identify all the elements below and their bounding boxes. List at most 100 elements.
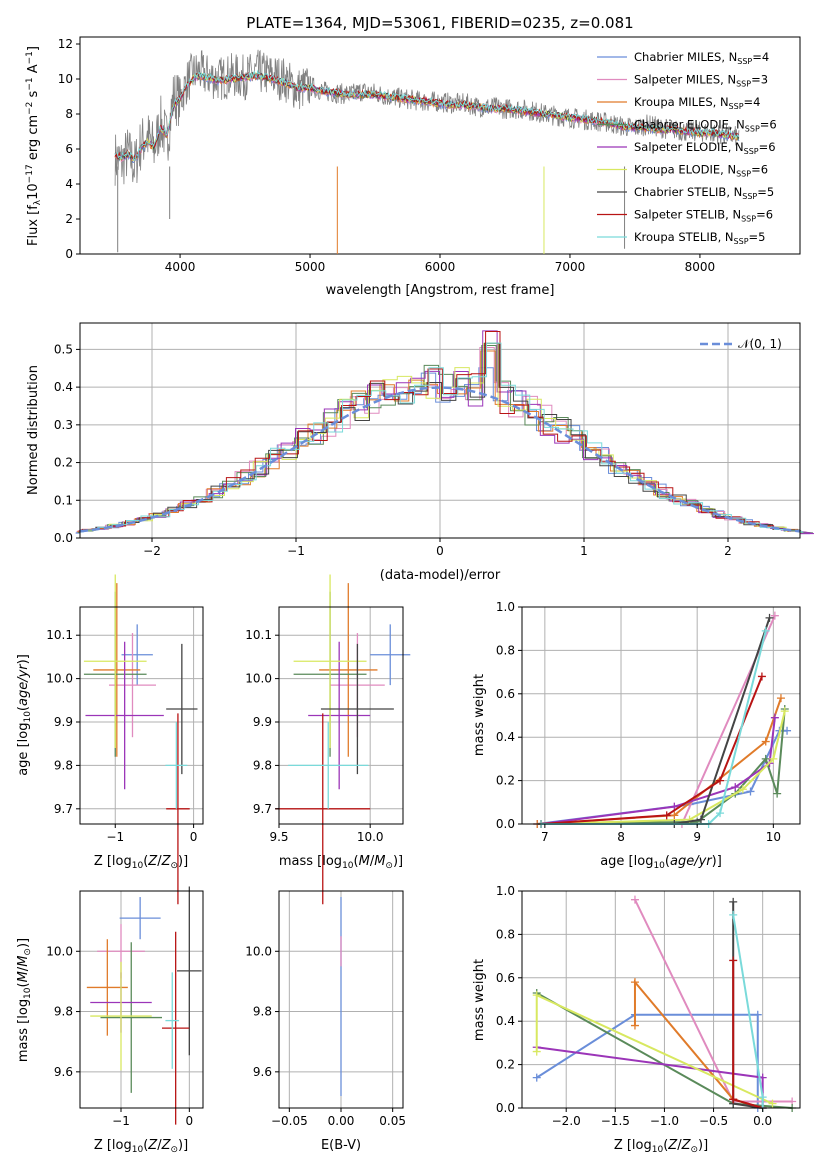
y-tick-label: 8 [65, 107, 73, 121]
x-tick-label: 8 [617, 830, 625, 844]
histogram-xlabel: (data-model)/error [380, 568, 501, 583]
weight-line [633, 979, 763, 1109]
plus-marker [532, 991, 541, 1000]
age-z-ylabel: age [log10(age/yr)] [16, 654, 33, 776]
weight-z-axes-frame [521, 890, 801, 1109]
x-tick-label: 0.05 [379, 1114, 406, 1128]
weight-line [537, 615, 776, 825]
plus-marker [761, 626, 770, 635]
y-tick-label: 10.0 [245, 672, 272, 686]
histogram-step [80, 342, 804, 533]
legend-label: Salpeter ELODIE, NSSP=6 [634, 140, 776, 156]
x-tick-label: −1.5 [601, 1114, 630, 1128]
plus-marker [630, 978, 639, 987]
plus-marker [670, 811, 679, 820]
legend-label: Kroupa MILES, NSSP=4 [634, 95, 760, 111]
y-tick-label: 9.9 [54, 715, 73, 729]
mass-vs-metallicity-panel: −1 0 9.6 9.8 10.0 Z [log10(Z/Z⊙)] mass [log1… [16, 886, 204, 1155]
age-mass-axes-frame [278, 606, 404, 825]
y-tick-label: 0.8 [496, 643, 515, 657]
x-tick-label: −1 [112, 1114, 130, 1128]
legend-label: Kroupa ELODIE, NSSP=6 [634, 163, 768, 179]
plus-marker [770, 611, 779, 620]
spectrum-ylabel: Flux [fλ10−17 erg cm−2 s−1 A−1] [25, 46, 43, 246]
weight-age-xlabel: age [log10(age/yr)] [600, 854, 722, 871]
y-tick-label: 9.9 [253, 715, 272, 729]
y-tick-label: 10.0 [245, 944, 272, 958]
y-tick-label: 9.7 [54, 802, 73, 816]
y-tick-label: 6 [65, 142, 73, 156]
model-spectrum-line [114, 69, 740, 162]
plus-marker [630, 895, 639, 904]
y-tick-label: 0.0 [496, 1101, 515, 1115]
normal-curve [79, 386, 801, 533]
weight-vs-metallicity-panel: −2.0 −1.5 −1.0 −0.5 0.0 0.0 0.2 0.4 0.6 0.8 1.0 Z … [472, 884, 801, 1155]
y-tick-label: 0.8 [496, 927, 515, 941]
age-vs-mass-panel: 9.5 10.0 9.7 9.8 9.9 10.0 10.1 mass [log10(M/M… [245, 574, 411, 905]
y-tick-label: 10.1 [245, 628, 272, 642]
x-tick-label: 9 [693, 830, 701, 844]
y-tick-label: 9.8 [253, 758, 272, 772]
x-tick-label: 2 [724, 544, 732, 558]
age-z-axes-frame [79, 606, 204, 825]
legend-label: Chabrier MILES, NSSP=4 [634, 50, 769, 66]
mass-ebv-xlabel: E(B-V) [321, 1138, 361, 1153]
y-tick-label: 10.1 [46, 628, 73, 642]
age-vs-metallicity-panel: −1 0 9.7 9.8 9.9 10.0 10.1 Z [log10(Z/Z⊙)] age… [16, 574, 204, 905]
x-tick-label: 5000 [295, 260, 326, 274]
y-tick-label: 0.6 [496, 971, 515, 985]
y-tick-label: 2 [65, 212, 73, 226]
legend-label: Salpeter STELIB, NSSP=6 [634, 208, 773, 224]
weight-line [540, 676, 763, 825]
plus-marker [532, 1073, 541, 1082]
plus-marker [729, 956, 738, 965]
x-tick-label: 10 [766, 830, 781, 844]
legend-label: Salpeter MILES, NSSP=3 [634, 73, 768, 89]
y-tick-label: 9.8 [54, 1005, 73, 1019]
figure-title: PLATE=1364, MJD=53061, FIBERID=0235, z=0… [246, 14, 633, 32]
y-tick-label: 0.1 [54, 493, 73, 507]
x-tick-label: −2 [143, 544, 161, 558]
weight-z-ylabel: mass weight [472, 959, 487, 1041]
plus-marker [770, 713, 779, 722]
y-tick-label: 0.0 [54, 531, 73, 545]
y-tick-label: 4 [65, 177, 73, 191]
x-tick-label: 0.00 [328, 1114, 355, 1128]
y-tick-label: 1.0 [496, 884, 515, 898]
mass-z-axes-frame [79, 890, 204, 1109]
y-tick-label: 0.4 [54, 380, 73, 394]
plus-marker [769, 754, 778, 763]
plus-marker [773, 789, 782, 798]
plus-marker [761, 754, 770, 763]
y-tick-label: 0.2 [496, 1058, 515, 1072]
x-tick-label: 10.0 [357, 830, 384, 844]
plus-marker [630, 1021, 639, 1030]
x-tick-label: 0 [186, 1114, 194, 1128]
weight-line [535, 993, 773, 1105]
x-tick-label: 6000 [425, 260, 456, 274]
plus-marker [746, 787, 755, 796]
weight-age-axes-frame [521, 606, 801, 825]
plus-marker [758, 1093, 767, 1102]
plus-marker [662, 811, 671, 820]
y-tick-label: 1.0 [496, 600, 515, 614]
plus-marker [780, 707, 789, 716]
x-tick-label: 7000 [555, 260, 586, 274]
plus-marker [716, 809, 725, 818]
plus-marker [716, 776, 725, 785]
y-tick-label: 10.0 [46, 672, 73, 686]
x-tick-label: 0.0 [753, 1114, 772, 1128]
y-tick-label: 0.6 [496, 687, 515, 701]
y-tick-label: 10 [58, 72, 73, 86]
plus-marker [768, 1099, 777, 1108]
legend-label: Chabrier STELIB, NSSP=5 [634, 185, 774, 201]
plus-marker [532, 1047, 541, 1056]
y-tick-label: 0.0 [496, 817, 515, 831]
plus-marker [729, 910, 738, 919]
y-tick-label: 9.6 [54, 1065, 73, 1079]
legend-label: Chabrier ELODIE, NSSP=6 [634, 118, 777, 134]
plus-marker [753, 1010, 762, 1019]
plus-marker [776, 694, 785, 703]
normal-legend-label: 𝒩(0, 1) [738, 337, 782, 351]
